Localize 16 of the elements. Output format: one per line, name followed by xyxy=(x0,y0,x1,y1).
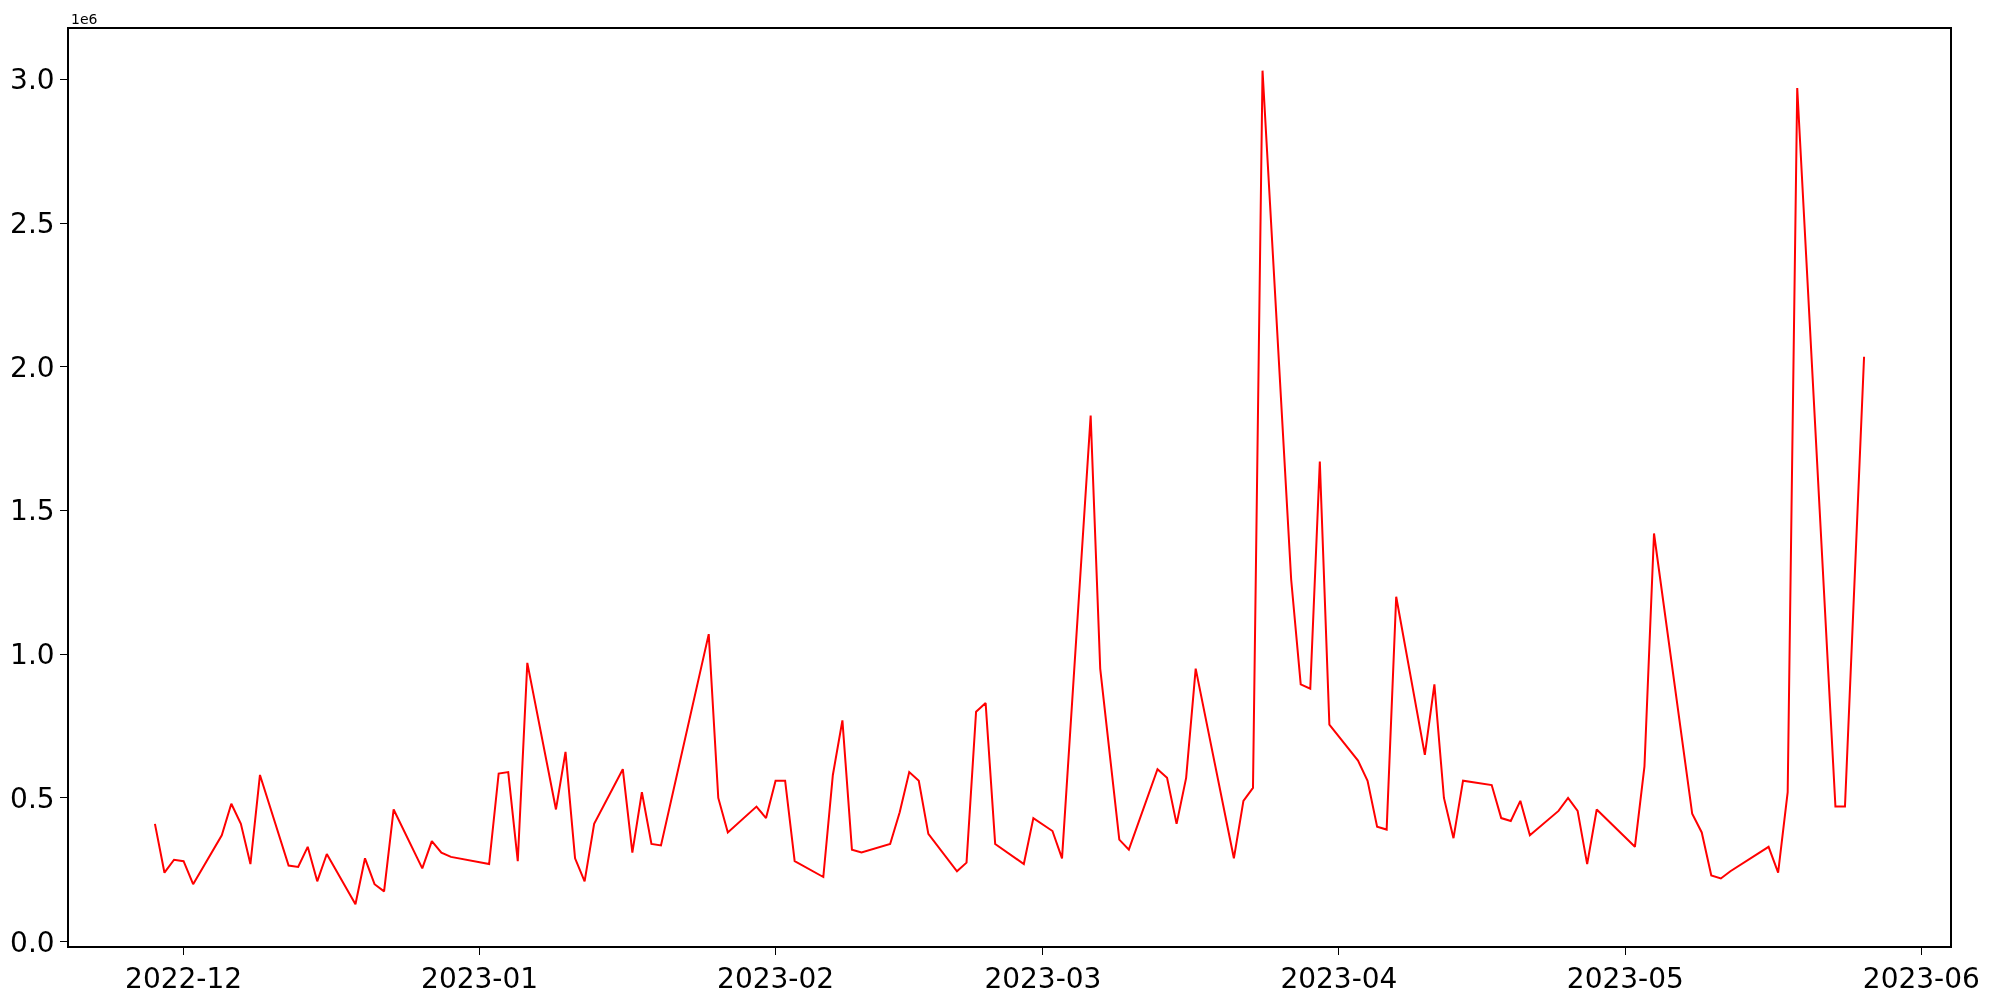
x-tick-label: 2022-12 xyxy=(125,962,243,996)
text: 1e6 xyxy=(71,11,98,27)
x-tick-label: 2023-05 xyxy=(1566,962,1684,996)
y-tick-label: 2.5 xyxy=(10,206,55,240)
y-tick-label: 2.0 xyxy=(10,350,55,384)
y-tick-label: 1.0 xyxy=(10,638,55,672)
line-series xyxy=(153,69,1866,906)
y-tick-label: 3.0 xyxy=(10,63,55,97)
x-tick-label: 2023-02 xyxy=(717,962,835,996)
x-tick-label: 2023-03 xyxy=(984,962,1102,996)
x-tick-label: 2023-06 xyxy=(1862,962,1980,996)
y-tick-label: 0.5 xyxy=(10,781,55,815)
y-tick-label: 0.0 xyxy=(10,925,55,959)
x-tick-label: 2023-04 xyxy=(1280,962,1398,996)
y-tick-label: 1.5 xyxy=(10,494,55,528)
x-tick-label: 2023-01 xyxy=(421,962,539,996)
